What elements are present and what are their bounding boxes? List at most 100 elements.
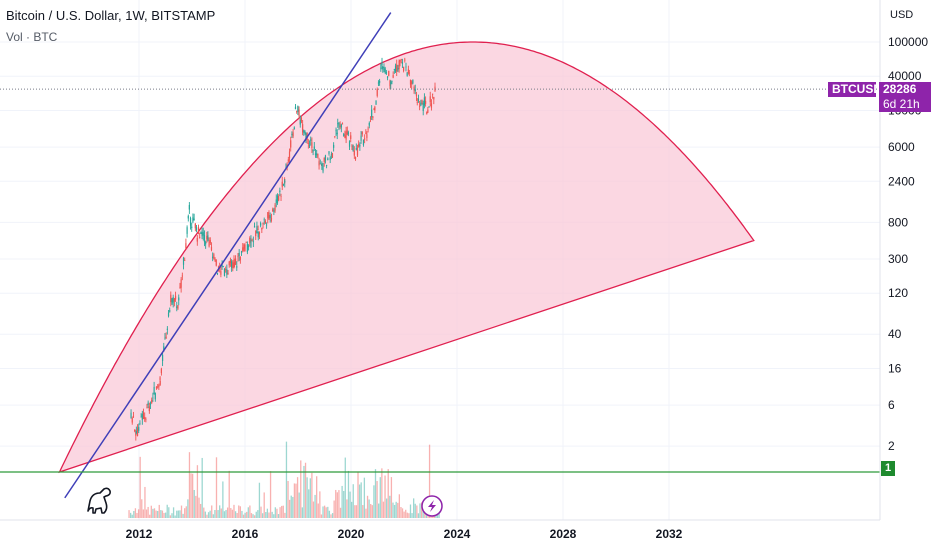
candle-body [229,260,232,264]
candle-body [257,229,259,231]
currency-label: USD [890,9,914,21]
volume-bar [177,510,179,518]
candle-body [333,144,335,148]
volume-bar [397,502,399,518]
volume-bar [411,513,413,518]
volume-bar [193,489,195,518]
candle-body [302,124,304,133]
volume-bar [212,514,214,518]
volume-bar [282,505,284,518]
candle-body [373,108,375,110]
candle-body [139,422,141,424]
candle-body [216,273,219,275]
baseline-tag: 1 [881,461,895,476]
y-tick-label: 6000 [888,140,915,154]
volume-bar [141,499,143,518]
candle-body [352,145,354,152]
candle-body [413,86,415,91]
y-tick-label: 40 [888,327,902,341]
volume-bar [142,509,145,518]
candle-body [398,60,400,70]
candle-body [287,159,289,162]
candle-body [238,252,240,257]
candle-body [396,64,398,72]
candle-body [365,132,367,134]
volume-bar [368,499,370,518]
y-tick-label: 40000 [888,69,922,83]
trendline [64,12,392,499]
candle-body [412,79,414,84]
candle-body [296,110,298,112]
volume-bar [343,490,345,518]
candle-body [152,397,154,399]
volume-bar [234,511,237,518]
candle-body [203,235,206,243]
candle-body [140,416,142,418]
candle-body [209,240,211,244]
candle-body [192,217,194,222]
candle-body [290,140,292,148]
volume-bar [257,510,259,518]
volume-bar [196,465,199,518]
volume-bars [128,441,440,518]
volume-bar [365,508,367,518]
volume-bar [250,513,253,518]
candle-body [236,266,238,268]
candle-body [407,69,409,74]
candle-body [145,418,147,420]
volume-bar [137,509,140,518]
candle-body [303,130,305,133]
volume-bar [378,503,380,518]
candle-body [270,218,273,220]
candle-body [263,219,265,221]
price-tag: 28286 [879,82,931,97]
volume-bar [295,483,297,518]
candle-body [155,386,158,389]
symbol-tag[interactable]: BTCUSD [828,82,882,97]
volume-bar [163,512,165,518]
volume-bar [233,504,235,518]
candle-body [429,96,431,103]
volume-bar [265,512,267,518]
dino-icon[interactable] [87,487,111,514]
volume-bar [317,503,319,518]
volume-bar [220,508,222,518]
volume-bar [393,504,396,518]
volume-bar [395,501,397,518]
volume-bar [351,501,353,518]
candle-body [329,157,331,160]
candle-body [153,386,155,394]
candle-body [371,109,373,118]
volume-bar [203,507,205,518]
candle-body [220,271,222,275]
candle-body [430,103,433,108]
countdown-tag: 6d 21h [879,97,931,112]
candle-body [343,134,345,137]
volume-bar [188,452,191,518]
volume-bar [374,469,377,518]
candle-body [237,255,239,257]
candle-body [404,59,406,61]
y-tick-label: 800 [888,215,908,229]
volume-bar [179,510,181,518]
candle-body [158,384,160,388]
volume-bar [215,457,218,518]
y-tick-label: 2400 [888,174,915,188]
candle-body [186,227,188,234]
volume-bar [336,492,338,518]
candle-body [182,258,185,265]
volume-bar [341,485,343,518]
candle-body [380,67,382,69]
candle-body [272,209,274,211]
volume-bar [279,507,281,518]
candle-body [411,81,413,85]
candle-body [317,153,319,158]
lightning-icon[interactable] [421,495,443,517]
candle-body [344,135,346,138]
candle-body [243,244,245,249]
candle-body [298,109,300,116]
volume-bar [254,515,256,518]
candle-body [132,415,135,417]
candle-body [252,241,254,243]
